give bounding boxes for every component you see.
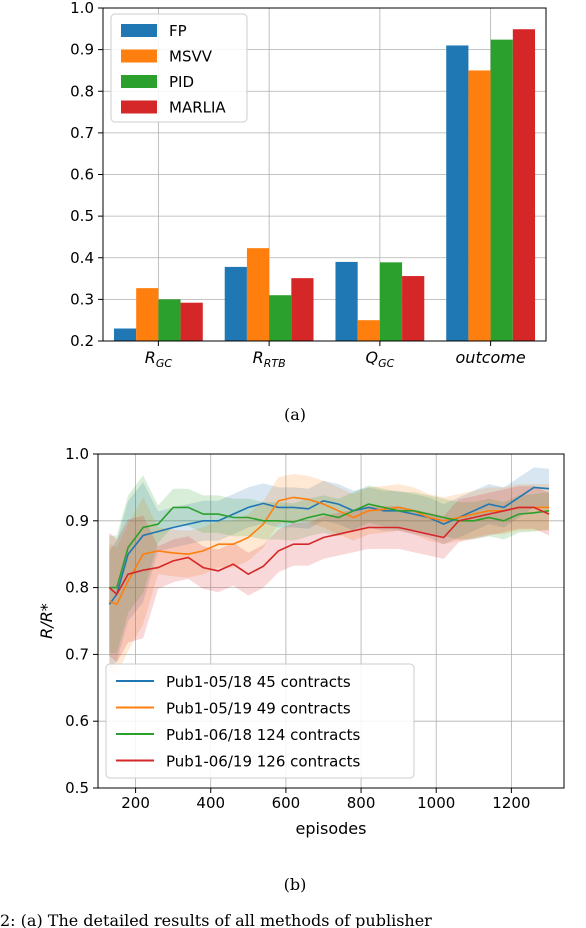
x-tick-label: outcome: [456, 348, 526, 367]
y-tick-label: 0.6: [65, 712, 89, 730]
x-axis-label: episodes: [296, 819, 367, 838]
legend-label: Pub1-05/18 45 contracts: [166, 673, 351, 691]
line-chart-x-ticks: 200 400 600 800 1000 1200: [121, 788, 530, 812]
legend-label: Pub1-06/18 124 contracts: [166, 726, 360, 744]
bar-pid: [379, 262, 403, 341]
x-tick-label: 200: [121, 794, 150, 812]
y-tick-label: 0.7: [65, 645, 89, 663]
bar-marlia: [402, 276, 425, 341]
bar-pid: [158, 299, 181, 341]
confidence-band: [109, 474, 550, 675]
bar-chart-bars: [113, 29, 536, 342]
legend-box: [105, 663, 415, 779]
y-tick-label: 0.8: [65, 579, 89, 597]
y-tick-label: 0.4: [70, 249, 94, 267]
bar-msvv: [246, 248, 270, 341]
series-line: [109, 503, 550, 589]
legend-label: FP: [169, 22, 187, 40]
bar-msvv: [468, 70, 491, 341]
confidence-band: [109, 486, 550, 663]
bar-marlia: [512, 29, 536, 341]
legend-swatch: [121, 49, 157, 63]
x-tick-label: RGC: [145, 348, 173, 370]
bar-fp: [224, 266, 247, 341]
y-tick-label: 1.0: [70, 0, 94, 17]
legend-label: MSVV: [169, 48, 213, 66]
y-axis-label: R/R*: [37, 603, 56, 639]
line-chart-frame: [97, 453, 565, 789]
series-line: [108, 506, 550, 596]
y-tick-label: 0.5: [70, 207, 94, 225]
bar-chart-legend: FP MSVV PID MARLIA: [110, 13, 248, 123]
line-chart-lines: [108, 486, 550, 606]
bar-fp: [335, 261, 358, 341]
line-chart-legend: Pub1-05/18 45 contracts Pub1-05/19 49 con…: [105, 663, 415, 779]
y-tick-label: 1.0: [65, 445, 89, 463]
legend-label: Pub1-05/19 49 contracts: [166, 700, 351, 718]
caption-b: (b): [284, 875, 307, 894]
x-tick-label: QGC: [365, 348, 394, 370]
x-tick-label: 1200: [492, 794, 530, 812]
y-tick-label: 0.3: [70, 290, 94, 308]
y-tick-label: 0.2: [70, 332, 94, 350]
bar-fp: [446, 45, 469, 342]
legend-swatch: [121, 100, 157, 114]
bar-pid: [269, 295, 292, 341]
x-tick-label: 400: [196, 794, 225, 812]
bar-pid: [490, 39, 513, 341]
caption-a: (a): [284, 405, 306, 424]
series-line: [108, 486, 550, 605]
y-tick-label: 0.8: [70, 82, 94, 100]
y-tick-label: 0.6: [70, 166, 94, 184]
series-line: [108, 496, 549, 606]
bar-chart-x-ticks: RGC RRTB QGC outcome: [145, 341, 526, 370]
line-chart-y-ticks: 0.5 0.6 0.7 0.8 0.9 1.0: [65, 445, 98, 797]
line-chart-bands: [109, 467, 550, 675]
x-tick-label: 800: [347, 794, 376, 812]
bar-chart: 0.2 0.3 0.4 0.5 0.6 0.7 0.8 0.9 1.0 RGC RRTB QGC ou…: [70, 0, 547, 424]
bar-chart-y-ticks: 0.2 0.3 0.4 0.5 0.6 0.7 0.8 0.9 1.0: [70, 0, 103, 350]
y-tick-label: 0.7: [70, 124, 94, 142]
bar-msvv: [357, 320, 380, 341]
legend-swatch: [121, 75, 157, 88]
x-tick-label: RRTB: [253, 348, 286, 370]
y-tick-label: 0.9: [70, 41, 94, 59]
bar-marlia: [291, 278, 314, 341]
x-tick-label: 1000: [417, 794, 455, 812]
confidence-band: [109, 467, 550, 672]
bar-fp: [113, 328, 137, 341]
bar-marlia: [180, 302, 203, 341]
figure-caption-text: 2: (a) The detailed results of all metho…: [0, 911, 432, 928]
legend-label: Pub1-06/19 126 contracts: [166, 753, 360, 771]
legend-box: [110, 13, 248, 123]
legend-label: MARLIA: [169, 99, 226, 117]
y-tick-label: 0.9: [65, 512, 89, 530]
bar-msvv: [136, 288, 159, 341]
y-tick-label: 0.5: [65, 779, 89, 797]
legend-swatch: [121, 24, 157, 37]
legend-label: PID: [169, 73, 194, 91]
line-chart: 0.50.60.70.80.91.0 200 400 600 800 1000 1200 …: [37, 445, 565, 894]
x-tick-label: 600: [272, 794, 301, 812]
